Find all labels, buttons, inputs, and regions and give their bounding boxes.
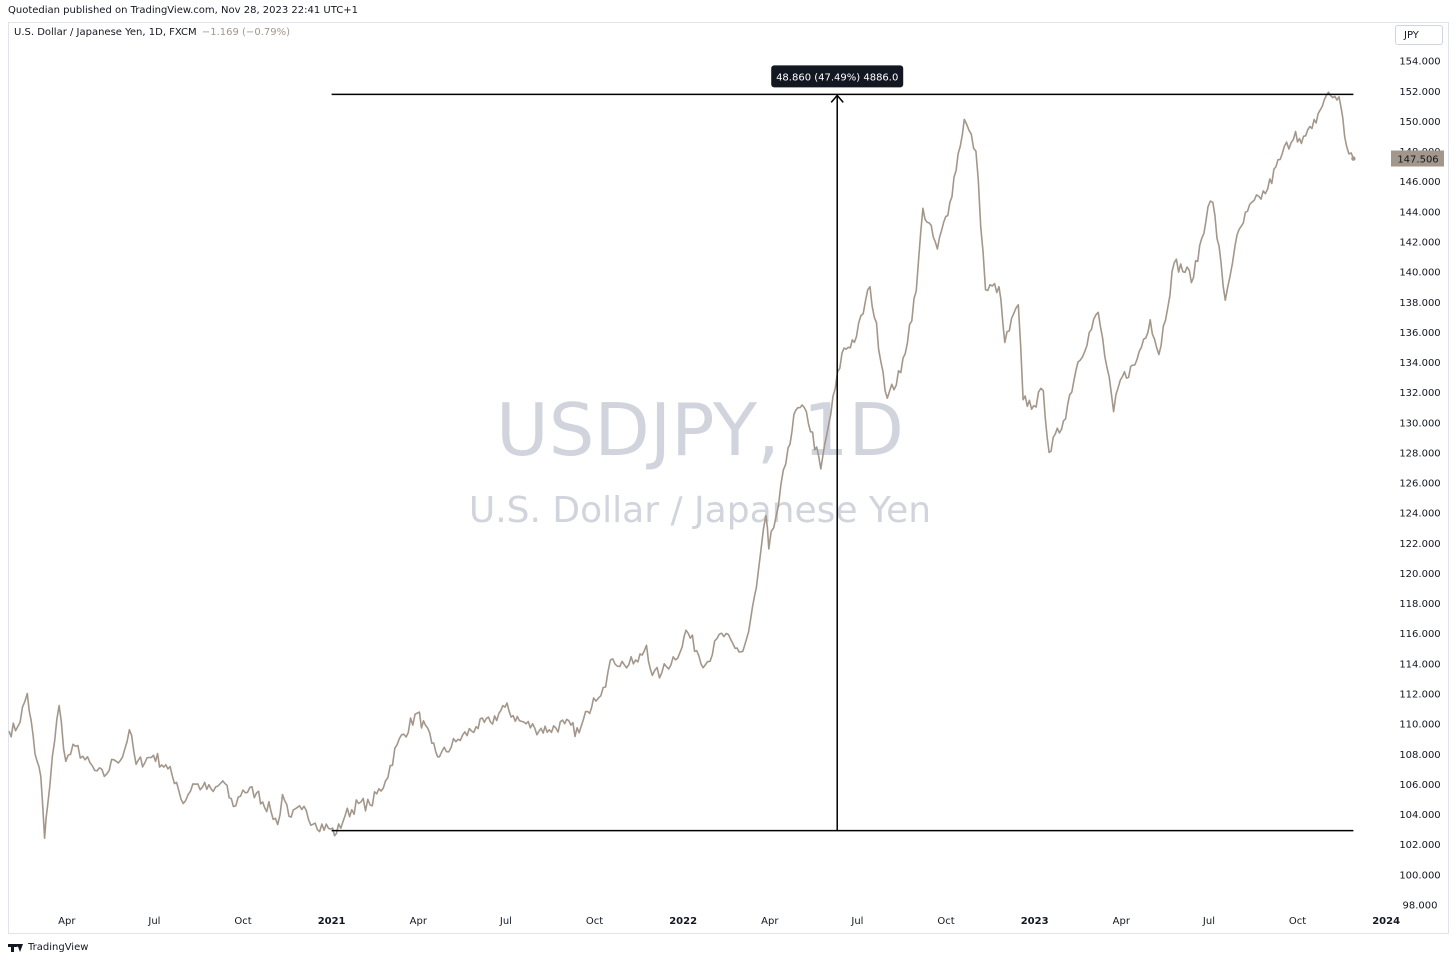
time-tick-label: Oct	[1289, 916, 1306, 927]
price-tick-label: 152.000	[1399, 87, 1440, 98]
price-axis[interactable]: 98.000 100.000 102.000 104.000 106.000 108.00…	[1391, 27, 1444, 912]
price-tick-label: 140.000	[1399, 268, 1440, 279]
price-tick-label: 128.000	[1399, 448, 1440, 459]
time-tick-label: Oct	[586, 916, 603, 927]
time-tick-label: Apr	[1113, 916, 1131, 927]
price-tick-label: 114.000	[1399, 659, 1440, 670]
chart-canvas[interactable]: USDJPY, 1D U.S. Dollar / Japanese Yen 48…	[0, 0, 1456, 936]
watermark-name: U.S. Dollar / Japanese Yen	[469, 490, 931, 531]
time-tick-label: 2021	[318, 916, 346, 927]
price-tick-label: 118.000	[1399, 599, 1440, 610]
time-tick-label: Apr	[410, 916, 428, 927]
price-tick-label: 138.000	[1399, 298, 1440, 309]
price-tick-label: 106.000	[1399, 780, 1440, 791]
measure-arrow-icon	[830, 94, 844, 103]
footer-brand: TradingView	[28, 942, 89, 953]
time-tick-label: Jul	[147, 916, 160, 927]
published-header: Quotedian published on TradingView.com, …	[8, 5, 358, 16]
price-tick-label: 100.000	[1399, 870, 1440, 881]
measure-tool[interactable]: 48.860 (47.49%) 4886.0	[331, 65, 1354, 832]
time-tick-label: Jul	[1202, 916, 1215, 927]
price-tick-label: 134.000	[1399, 358, 1440, 369]
last-price-dot	[1351, 156, 1356, 161]
watermark-symbol: USDJPY, 1D	[496, 388, 904, 472]
time-axis[interactable]: Apr Jul Oct 2021 Apr Jul Oct 2022 Apr Jul Oct 2023 A…	[58, 916, 1400, 927]
currency-selector[interactable]: JPY	[1395, 25, 1443, 45]
legend-change: −1.169 (−0.79%)	[201, 27, 290, 38]
legend-symbol: U.S. Dollar / Japanese Yen, 1D, FXCM	[14, 27, 197, 38]
price-tick-label: 130.000	[1399, 418, 1440, 429]
time-tick-label: Apr	[761, 916, 779, 927]
price-tick-label: 132.000	[1399, 388, 1440, 399]
price-line	[8, 91, 1355, 839]
time-tick-label: Jul	[499, 916, 512, 927]
price-tick-label: 122.000	[1399, 539, 1440, 550]
price-tick-label: 112.000	[1399, 690, 1440, 701]
price-tick-label: 154.000	[1399, 57, 1440, 68]
measure-label: 48.860 (47.49%) 4886.0	[776, 72, 898, 83]
measure-label-bg	[771, 65, 904, 88]
price-tick-label: 150.000	[1399, 117, 1440, 128]
price-tick-label: 110.000	[1399, 720, 1440, 731]
time-tick-label: Apr	[58, 916, 76, 927]
price-tick-label: 144.000	[1399, 207, 1440, 218]
tradingview-logo-icon	[8, 943, 24, 953]
last-price-label: 147.506	[1397, 155, 1438, 166]
price-tick-label: 136.000	[1399, 328, 1440, 339]
chart-frame[interactable]	[8, 22, 1449, 934]
price-tick-label: 142.000	[1399, 237, 1440, 248]
price-tick-label: 102.000	[1399, 840, 1440, 851]
price-tick-label: 116.000	[1399, 629, 1440, 640]
price-tick-label: 98.000	[1403, 900, 1438, 911]
price-tick-label: 108.000	[1399, 750, 1440, 761]
time-tick-label: Oct	[937, 916, 954, 927]
price-tick-label: 126.000	[1399, 479, 1440, 490]
time-tick-label: 2022	[669, 916, 697, 927]
footer: TradingView	[8, 938, 88, 958]
symbol-legend[interactable]: U.S. Dollar / Japanese Yen, 1D, FXCM −1.…	[14, 27, 290, 38]
time-tick-label: 2024	[1372, 916, 1400, 927]
last-price-label-bg	[1391, 150, 1444, 167]
time-tick-label: Oct	[234, 916, 251, 927]
series-layer	[8, 91, 1356, 839]
watermark: USDJPY, 1D U.S. Dollar / Japanese Yen	[469, 388, 931, 531]
time-tick-label: Jul	[850, 916, 863, 927]
price-tick-label: 104.000	[1399, 810, 1440, 821]
price-tick-label: 124.000	[1399, 509, 1440, 520]
price-tick-label: 146.000	[1399, 177, 1440, 188]
time-tick-label: 2023	[1021, 916, 1049, 927]
price-tick-label: 120.000	[1399, 569, 1440, 580]
